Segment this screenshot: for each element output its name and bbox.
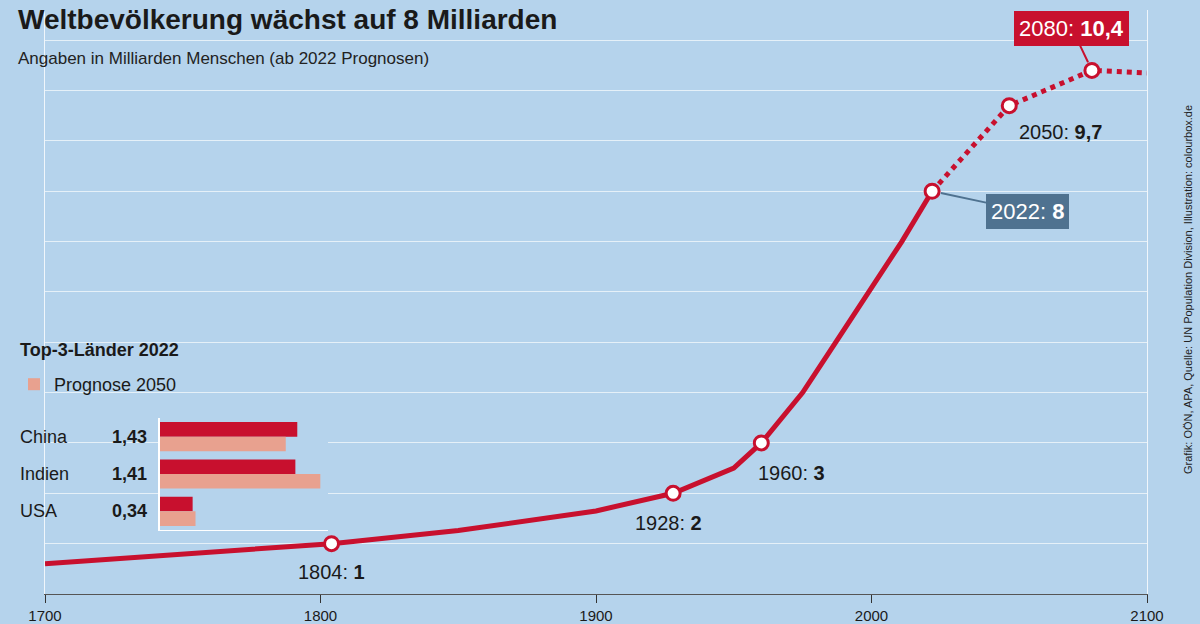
svg-text:1700: 1700 xyxy=(28,607,61,624)
svg-text:Weltbevölkerung wächst auf 8 M: Weltbevölkerung wächst auf 8 Milliarden xyxy=(18,4,557,35)
svg-text:Prognose 2050: Prognose 2050 xyxy=(54,375,176,395)
svg-text:USA: USA xyxy=(20,501,57,521)
svg-text:1,41: 1,41 xyxy=(112,464,147,484)
svg-text:2000: 2000 xyxy=(855,607,888,624)
svg-text:0,34: 0,34 xyxy=(112,501,147,521)
svg-text:1804: 1: 1804: 1 xyxy=(298,561,365,583)
svg-text:2022: 8: 2022: 8 xyxy=(991,199,1064,224)
svg-text:1900: 1900 xyxy=(579,607,612,624)
svg-text:1800: 1800 xyxy=(304,607,337,624)
svg-text:Grafik: OÖN, APA, Quelle: UN P: Grafik: OÖN, APA, Quelle: UN Population … xyxy=(1182,105,1194,474)
svg-text:1960: 3: 1960: 3 xyxy=(758,462,825,484)
svg-text:Angaben in Milliarden Menschen: Angaben in Milliarden Menschen (ab 2022 … xyxy=(18,49,429,68)
svg-text:China: China xyxy=(20,427,68,447)
svg-text:2050: 9,7: 2050: 9,7 xyxy=(1019,121,1102,143)
svg-text:2100: 2100 xyxy=(1130,607,1163,624)
svg-text:Indien: Indien xyxy=(20,464,69,484)
svg-text:1928: 2: 1928: 2 xyxy=(635,512,702,534)
svg-text:1,43: 1,43 xyxy=(112,427,147,447)
svg-text:2080: 10,4: 2080: 10,4 xyxy=(1019,16,1124,41)
svg-text:Top-3-Länder 2022: Top-3-Länder 2022 xyxy=(20,340,179,360)
